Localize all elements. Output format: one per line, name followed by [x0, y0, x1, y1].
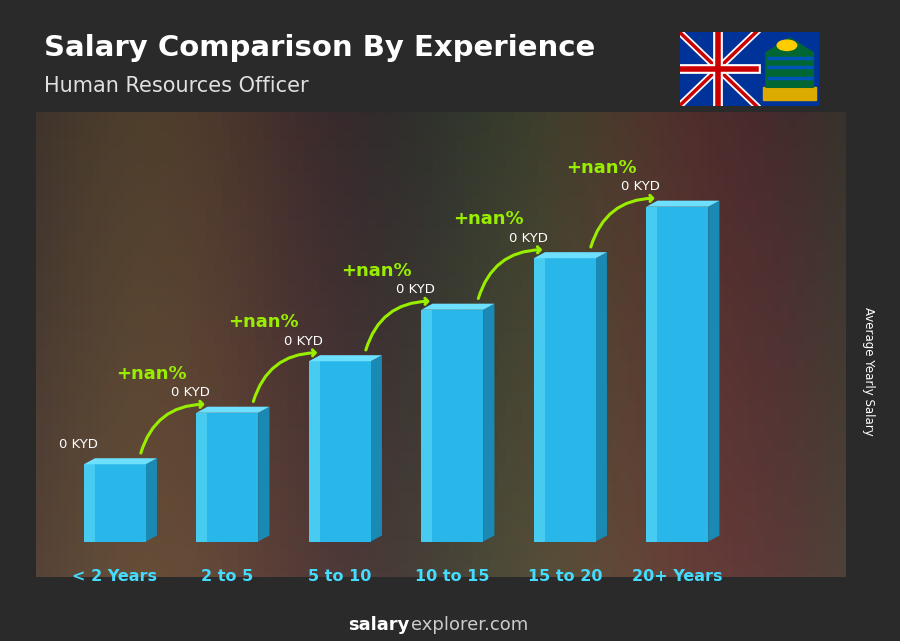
- Bar: [84, 464, 146, 542]
- Bar: [309, 362, 320, 542]
- Bar: [421, 310, 433, 542]
- Circle shape: [777, 40, 797, 51]
- Bar: [309, 362, 371, 542]
- Polygon shape: [84, 458, 157, 464]
- Text: Salary Comparison By Experience: Salary Comparison By Experience: [44, 34, 596, 62]
- Polygon shape: [534, 252, 607, 258]
- Text: 10 to 15: 10 to 15: [415, 569, 490, 585]
- Bar: [646, 206, 708, 542]
- Bar: [84, 464, 95, 542]
- Text: salary: salary: [348, 616, 410, 634]
- Text: 0 KYD: 0 KYD: [396, 283, 435, 296]
- Polygon shape: [309, 355, 382, 362]
- Bar: [763, 87, 816, 100]
- Text: +nan%: +nan%: [116, 365, 186, 383]
- Bar: [421, 310, 483, 542]
- Bar: [646, 206, 657, 542]
- Polygon shape: [196, 406, 269, 413]
- Bar: [196, 413, 258, 542]
- Text: +nan%: +nan%: [229, 313, 299, 331]
- Text: explorer.com: explorer.com: [411, 616, 528, 634]
- Text: 5 to 10: 5 to 10: [308, 569, 372, 585]
- Text: +nan%: +nan%: [566, 159, 636, 177]
- Polygon shape: [258, 406, 269, 542]
- Polygon shape: [646, 201, 719, 206]
- Text: Human Resources Officer: Human Resources Officer: [44, 76, 309, 96]
- Polygon shape: [708, 201, 719, 542]
- Text: Average Yearly Salary: Average Yearly Salary: [862, 308, 875, 436]
- Polygon shape: [371, 355, 382, 542]
- Text: 0 KYD: 0 KYD: [508, 231, 547, 245]
- Bar: [196, 413, 207, 542]
- Text: +nan%: +nan%: [341, 262, 411, 280]
- Polygon shape: [146, 458, 157, 542]
- Text: 0 KYD: 0 KYD: [58, 438, 97, 451]
- Polygon shape: [483, 304, 494, 542]
- Text: 15 to 20: 15 to 20: [527, 569, 602, 585]
- Text: +nan%: +nan%: [454, 210, 524, 228]
- Bar: [534, 258, 596, 542]
- Text: 0 KYD: 0 KYD: [621, 180, 660, 193]
- Text: 0 KYD: 0 KYD: [171, 386, 210, 399]
- Text: 0 KYD: 0 KYD: [284, 335, 322, 347]
- Bar: [534, 258, 545, 542]
- Polygon shape: [421, 304, 494, 310]
- Text: < 2 Years: < 2 Years: [72, 569, 158, 585]
- Text: 2 to 5: 2 to 5: [201, 569, 254, 585]
- Polygon shape: [596, 252, 607, 542]
- Text: 20+ Years: 20+ Years: [632, 569, 723, 585]
- Polygon shape: [766, 38, 814, 87]
